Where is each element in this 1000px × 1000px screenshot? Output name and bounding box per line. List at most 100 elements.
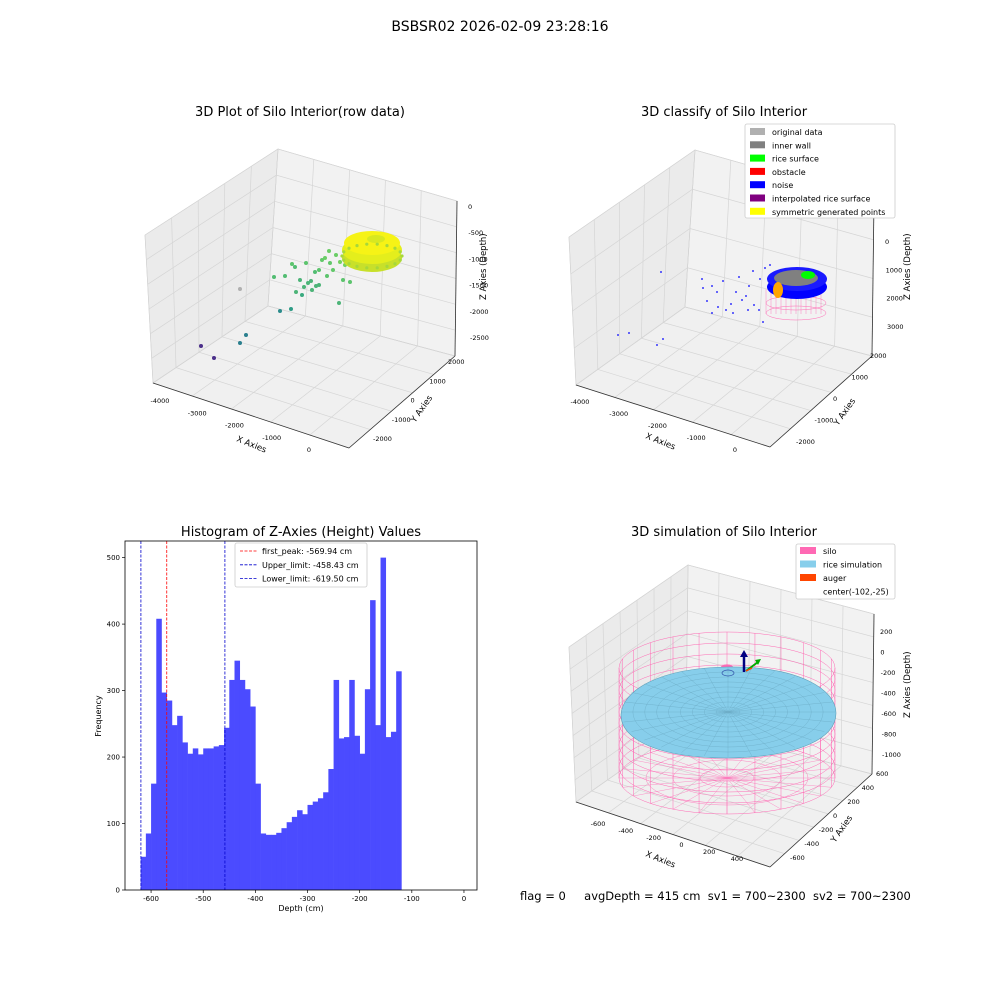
panel-classify-y-axis-line xyxy=(769,355,873,448)
panel-histogram: Histogram of Z-Axies (Height) Values -60… xyxy=(94,525,478,913)
raw-data-point xyxy=(290,262,294,266)
raw-data-point xyxy=(293,265,297,269)
panel-simulation-z-tick: -1000 xyxy=(882,751,901,759)
classify-noise-point xyxy=(741,299,743,301)
simulation-legend-swatch xyxy=(800,574,816,581)
panel-simulation-z-tick: 0 xyxy=(880,649,884,657)
simulation-legend-swatch xyxy=(800,560,816,568)
histogram-bar xyxy=(390,731,397,890)
classify-legend-label: rice surface xyxy=(772,155,819,164)
histogram-bar xyxy=(281,828,287,890)
panel-raw-z-tick: -2500 xyxy=(470,334,489,342)
histogram-reference-lines xyxy=(140,541,226,890)
panel-simulation-y-tick: 600 xyxy=(876,770,888,778)
panel-simulation-x-tick: 0 xyxy=(679,841,683,849)
raw-data-point xyxy=(238,341,242,345)
histogram-bar xyxy=(385,737,392,890)
panel-simulation-y-tick: -400 xyxy=(804,840,819,848)
panel-raw-title: 3D Plot of Silo Interior(row data) xyxy=(195,105,405,120)
raw-data-point xyxy=(313,270,317,274)
panel-simulation-y-tick: -600 xyxy=(790,854,805,862)
classify-noise-point xyxy=(656,344,658,346)
raw-data-point xyxy=(310,288,314,292)
panel-simulation-x-tick: -400 xyxy=(618,827,633,835)
panel-simulation-x-tick: 200 xyxy=(703,848,715,856)
panel-simulation-grid-z xyxy=(569,587,874,670)
footer-sv2: sv2 = 700~2300 xyxy=(812,889,911,903)
raw-rice-point xyxy=(355,264,359,268)
histogram-bar xyxy=(244,689,251,890)
classify-wall-bottom xyxy=(765,305,827,321)
histogram-bar xyxy=(239,679,246,890)
histogram-title: Histogram of Z-Axies (Height) Values xyxy=(181,525,421,540)
rice-surface-mesh-spoke xyxy=(631,692,729,713)
classify-noise-point xyxy=(758,309,760,311)
panel-classify-x-tick: -2000 xyxy=(648,422,667,430)
panel-classify-z-tick: 2000 xyxy=(886,295,903,303)
rice-simulation-surface xyxy=(620,666,837,759)
histogram-x-tick-label: -200 xyxy=(352,895,368,903)
classify-noise-point xyxy=(762,321,764,323)
histogram-bar xyxy=(271,834,277,890)
raw-rice-point xyxy=(347,262,351,266)
raw-data-point xyxy=(328,261,332,265)
panel-simulation-grid-z xyxy=(570,610,874,692)
panel-simulation-z-tick: -400 xyxy=(881,690,896,698)
raw-rice-point xyxy=(385,244,389,248)
histogram-legend-frame xyxy=(234,542,368,588)
raw-data-point xyxy=(272,275,276,279)
histogram-bar xyxy=(396,671,402,890)
raw-data-point xyxy=(289,307,293,311)
simulation-legend-label: center(-102,-25) xyxy=(823,588,889,597)
panel-simulation-x-axis-line xyxy=(575,801,771,868)
panel-raw-x-tick: -1000 xyxy=(262,434,281,442)
histogram-legend-label: Lower_limit: -619.50 cm xyxy=(262,575,359,584)
panel-raw-z-tick: -500 xyxy=(468,229,483,237)
classify-noise-point xyxy=(753,304,755,306)
classify-legend-swatch xyxy=(750,154,765,162)
histogram-bar xyxy=(208,748,214,890)
histogram-bar xyxy=(198,754,204,890)
simulation-legend-label: rice simulation xyxy=(823,561,882,570)
panel-simulation-x-tick: -600 xyxy=(591,820,606,828)
panel-classify-xlabel: X Axies xyxy=(644,432,677,453)
rice-surface-mesh-spoke xyxy=(727,683,812,713)
raw-data-point xyxy=(317,283,321,287)
panel-raw-z-tick: -1000 xyxy=(469,255,488,263)
histogram-bar xyxy=(364,689,371,890)
raw-rice-surface-top xyxy=(344,231,400,255)
histogram-bar xyxy=(213,746,220,890)
raw-data-point xyxy=(331,268,335,272)
histogram-y-ticks: 0 100 200 300 400 500 xyxy=(107,554,125,895)
figure-suptitle: BSBSR02 2026-02-09 23:28:16 xyxy=(391,19,608,35)
panel-raw-grid-z xyxy=(146,174,457,260)
panel-raw-y-tick: 1000 xyxy=(429,377,446,385)
histogram-bar xyxy=(380,557,387,890)
histogram-bar xyxy=(145,833,152,890)
panel-classify-y-ticks: 2000 1000 0 -1000 -2000 xyxy=(796,352,887,446)
raw-data-point xyxy=(338,260,342,264)
panel-raw-grid-z xyxy=(150,253,456,334)
panel-simulation-xlabel: X Axies xyxy=(644,850,677,871)
raw-data-point xyxy=(325,274,329,278)
panel-simulation-y-tick: 0 xyxy=(833,812,837,820)
classify-noise-point xyxy=(660,271,662,273)
panel-raw-3d: 3D Plot of Silo Interior(row data) -4000… xyxy=(144,105,489,456)
panel-classify-z-tick: 1000 xyxy=(886,266,903,274)
panel-simulation-z-tick: 200 xyxy=(880,628,892,636)
classify-noise-point xyxy=(722,280,724,282)
silo-bottom-ring xyxy=(672,759,782,797)
classify-legend-label: inner wall xyxy=(772,141,811,150)
panel-raw-z-axis-line xyxy=(454,200,458,357)
histogram-bar xyxy=(333,679,340,890)
footer-sv1: sv1 = 700~2300 xyxy=(707,889,806,903)
histogram-bar xyxy=(260,833,267,890)
classify-noise-point xyxy=(735,291,737,293)
simulation-legend-frame xyxy=(795,543,896,600)
histogram-bar xyxy=(370,600,376,890)
histogram-bar xyxy=(291,816,298,890)
classify-noise-point xyxy=(730,303,732,305)
histogram-x-tick-label: -300 xyxy=(300,895,316,903)
histogram-plot-frame xyxy=(124,540,478,891)
raw-rice-point xyxy=(355,244,359,248)
